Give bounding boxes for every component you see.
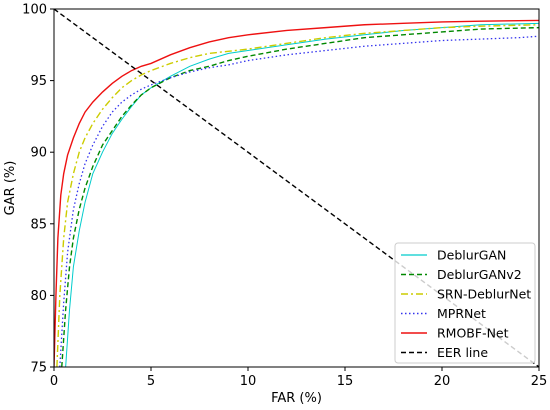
x-axis-label: FAR (%) — [271, 391, 322, 406]
y-axis: 75 80 85 90 95 100 — [22, 3, 54, 376]
x-tick-label: 15 — [337, 374, 354, 389]
legend-label: RMOBF-Net — [437, 326, 509, 341]
legend-label: MPRNet — [437, 306, 486, 321]
y-axis-label: GAR (%) — [3, 161, 18, 216]
plot-frame — [53, 8, 540, 368]
series-line-deblurganv2 — [61, 26, 539, 367]
y-tick-label: 85 — [30, 217, 47, 232]
series-line-srn-deblurnet — [56, 24, 539, 367]
x-tick-label: 10 — [240, 374, 257, 389]
y-tick-label: 95 — [30, 74, 47, 89]
series-layer — [54, 9, 539, 367]
series-line-rmobf-net — [54, 19, 539, 367]
y-tick-label: 80 — [30, 289, 47, 304]
y-tick-label: 75 — [30, 361, 47, 376]
x-tick-label: 5 — [147, 374, 155, 389]
legend-label: DeblurGAN — [437, 248, 506, 263]
x-axis: 0 5 10 15 20 25 — [50, 367, 547, 389]
legend-box — [394, 242, 536, 364]
x-tick-label: 0 — [50, 374, 58, 389]
legend-label: EER line — [437, 345, 488, 360]
legend-label: DeblurGANv2 — [437, 267, 522, 282]
x-tick-label: 25 — [531, 374, 548, 389]
x-tick-label: 20 — [434, 374, 451, 389]
legend: DeblurGAN DeblurGANv2 SRN-DeblurNet MPRNet R… — [394, 242, 536, 364]
series-line-eer-line — [54, 9, 539, 367]
y-tick-label: 90 — [30, 146, 47, 161]
legend-label: SRN-DeblurNet — [437, 287, 531, 302]
series-line-mprnet — [59, 35, 539, 367]
y-tick-label: 100 — [22, 3, 47, 18]
